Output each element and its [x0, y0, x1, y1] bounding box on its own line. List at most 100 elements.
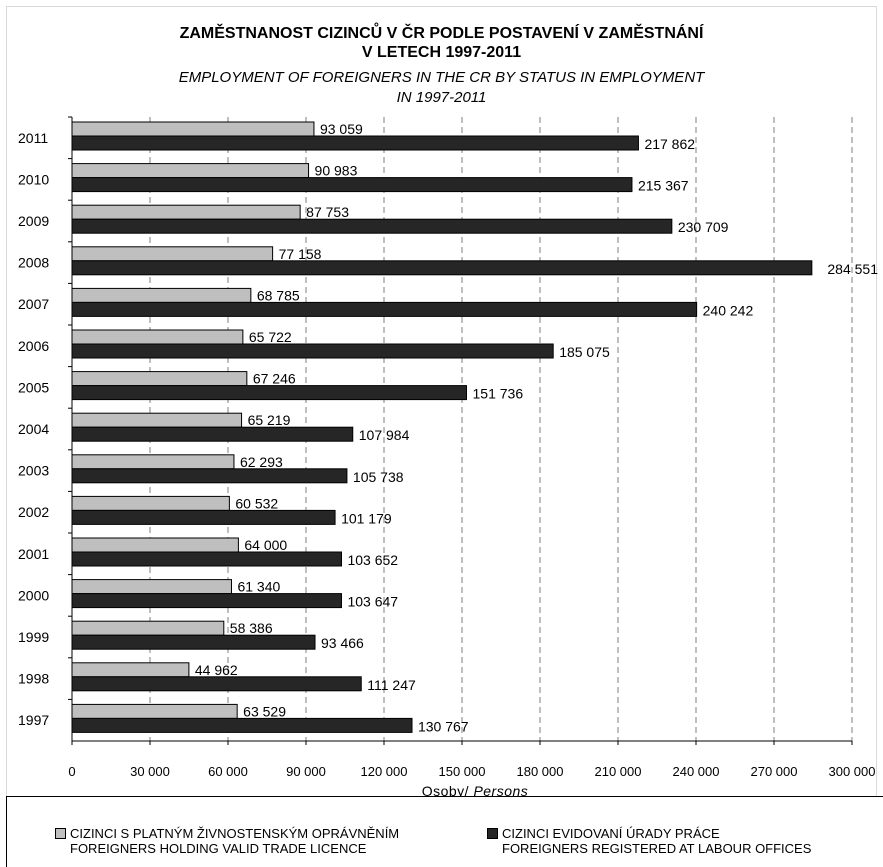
bar-labour-office	[71, 385, 468, 401]
bar-trade-licence	[71, 537, 239, 553]
bar-labour-office	[71, 343, 554, 359]
y-tick-label: 2007	[18, 296, 49, 312]
data-label-trade-licence: 65 219	[248, 412, 291, 428]
chart-title-cz-line1: ZAMĚSTNANOST CIZINCŮ V ČR PODLE POSTAVEN…	[179, 25, 704, 42]
data-label-trade-licence: 87 753	[306, 204, 349, 220]
y-tick-label: 2011	[18, 130, 48, 146]
legend-label-dark-en: FOREIGNERS REGISTERED AT LABOUR OFFICES	[502, 841, 812, 856]
labels: 0 30 000 60 000 90 000 120 000 150 000 180 000…	[18, 121, 878, 779]
bar-trade-licence	[71, 495, 230, 511]
x-tick-label: 30 000	[130, 764, 170, 779]
data-label-labour-office: 103 652	[347, 552, 398, 568]
bar-trade-licence	[71, 246, 274, 262]
data-label-trade-licence: 58 386	[230, 620, 273, 636]
bar-labour-office	[71, 717, 413, 733]
bar-labour-office	[71, 426, 354, 442]
data-label-trade-licence: 68 785	[257, 287, 300, 303]
y-tick-label: 2000	[18, 587, 49, 603]
data-label-labour-office: 284 551	[827, 261, 878, 277]
y-tick-label: 2001	[18, 546, 49, 562]
data-label-labour-office: 185 075	[559, 344, 610, 360]
data-label-trade-licence: 44 962	[195, 662, 238, 678]
x-tick-label: 150 000	[439, 764, 486, 779]
legend-swatch-dark	[487, 828, 498, 839]
bar-trade-licence	[71, 579, 232, 595]
data-label-labour-office: 105 738	[353, 469, 404, 485]
bars	[71, 121, 813, 733]
x-tick-label: 120 000	[361, 764, 408, 779]
bar-labour-office	[71, 260, 813, 276]
data-label-labour-office: 240 242	[703, 302, 754, 318]
bar-trade-licence	[71, 371, 248, 387]
bar-labour-office	[71, 468, 348, 484]
x-tick-label: 300 000	[829, 764, 876, 779]
axes	[68, 116, 853, 745]
data-label-trade-licence: 77 158	[279, 246, 322, 262]
y-tick-label: 1999	[18, 629, 49, 645]
y-tick-label: 2003	[18, 463, 49, 479]
y-tick-label: 2005	[18, 379, 49, 395]
legend-item-trade-licence: CIZINCI S PLATNÝM ŽIVNOSTENSKÝM OPRÁVNĚN…	[55, 826, 399, 856]
legend	[6, 796, 883, 867]
bar-trade-licence	[71, 329, 244, 345]
y-tick-label: 1998	[18, 671, 49, 687]
legend-label-light-cz: CIZINCI S PLATNÝM ŽIVNOSTENSKÝM OPRÁVNĚN…	[70, 826, 400, 841]
data-label-labour-office: 130 767	[418, 718, 469, 734]
legend-swatch-light	[55, 828, 66, 839]
data-label-trade-licence: 61 340	[237, 579, 280, 595]
x-axis-label-en: Persons	[473, 783, 528, 799]
data-label-labour-office: 151 736	[473, 386, 524, 402]
chart-title-en-line2: IN 1997-2011	[396, 89, 487, 106]
x-tick-label: 270 000	[751, 764, 798, 779]
bar-trade-licence	[71, 620, 225, 636]
data-label-trade-licence: 63 529	[243, 703, 286, 719]
data-label-labour-office: 107 984	[359, 427, 410, 443]
bar-labour-office	[71, 634, 316, 650]
x-tick-label: 210 000	[595, 764, 642, 779]
x-tick-label: 90 000	[286, 764, 326, 779]
bar-labour-office	[71, 676, 362, 692]
bar-labour-office	[71, 593, 342, 609]
legend-label-light-en: FOREIGNERS HOLDING VALID TRADE LICENCE	[70, 841, 367, 856]
bar-trade-licence	[71, 163, 310, 179]
x-tick-label: 240 000	[673, 764, 720, 779]
data-label-trade-licence: 67 246	[253, 371, 296, 387]
data-label-trade-licence: 65 722	[249, 329, 292, 345]
y-tick-label: 2010	[18, 171, 49, 187]
data-label-labour-office: 103 647	[347, 594, 398, 610]
y-tick-label: 2006	[18, 338, 49, 354]
y-tick-label: 2004	[18, 421, 49, 437]
legend-label-dark-cz: CIZINCI EVIDOVANÍ ÚRADY PRÁCE	[502, 826, 720, 841]
bar-trade-licence	[71, 287, 252, 303]
x-axis-label: Osoby/ Persons	[422, 783, 529, 799]
bar-labour-office	[71, 177, 633, 193]
data-label-trade-licence: 60 532	[235, 495, 278, 511]
data-label-labour-office: 111 247	[367, 677, 416, 693]
chart-title-cz-line2: V LETECH 1997-2011	[361, 44, 522, 61]
chart-title-en-line1: EMPLOYMENT OF FOREIGNERS IN THE CR BY ST…	[178, 69, 705, 86]
data-label-labour-office: 101 179	[341, 510, 392, 526]
bar-trade-licence	[71, 454, 235, 470]
y-tick-label: 2002	[18, 504, 49, 520]
bar-labour-office	[71, 301, 698, 317]
data-label-trade-licence: 64 000	[244, 537, 287, 553]
y-tick-label: 1997	[18, 712, 49, 728]
data-label-labour-office: 215 367	[638, 178, 689, 194]
data-label-labour-office: 230 709	[678, 219, 729, 235]
data-label-trade-licence: 90 983	[315, 163, 358, 179]
x-axis-label-cz: Osoby/	[422, 783, 474, 799]
x-tick-label: 60 000	[208, 764, 248, 779]
bar-trade-licence	[71, 412, 243, 428]
data-label-labour-office: 217 862	[644, 136, 695, 152]
bar-trade-licence	[71, 703, 238, 719]
x-tick-label: 0	[68, 764, 75, 779]
y-tick-label: 2008	[18, 255, 49, 271]
bar-labour-office	[71, 218, 673, 234]
data-label-labour-office: 93 466	[321, 635, 364, 651]
bar-labour-office	[71, 509, 336, 525]
bar-labour-office	[71, 551, 342, 567]
data-label-trade-licence: 62 293	[240, 454, 283, 470]
bar-trade-licence	[71, 121, 315, 137]
bar-trade-licence	[71, 662, 190, 678]
